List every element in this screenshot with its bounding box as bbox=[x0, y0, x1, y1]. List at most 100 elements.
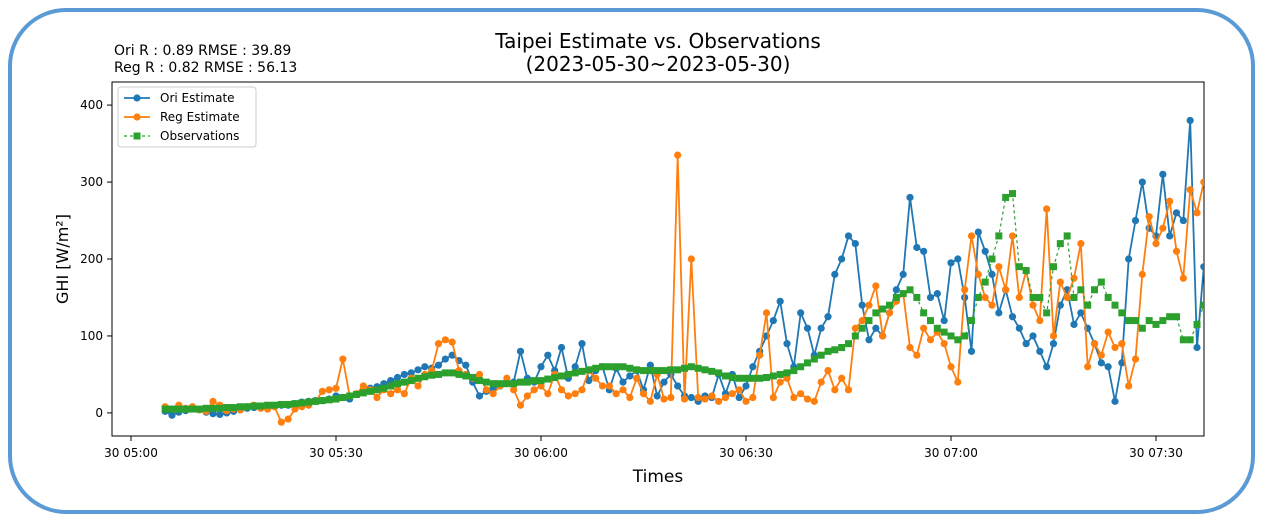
data-point bbox=[578, 386, 586, 394]
data-point bbox=[544, 390, 552, 398]
data-point bbox=[674, 366, 682, 374]
data-point bbox=[209, 410, 217, 418]
data-point bbox=[981, 293, 989, 302]
data-point bbox=[393, 373, 402, 382]
data-point bbox=[1056, 278, 1064, 286]
data-point bbox=[448, 351, 456, 359]
data-point bbox=[1063, 232, 1071, 240]
data-point bbox=[762, 309, 771, 317]
data-point bbox=[476, 377, 483, 385]
data-point bbox=[1090, 340, 1099, 348]
data-point bbox=[653, 367, 661, 375]
data-point bbox=[209, 397, 217, 405]
legend-label: Reg Estimate bbox=[160, 110, 240, 124]
data-point bbox=[694, 364, 702, 372]
data-point bbox=[291, 405, 299, 413]
data-point bbox=[537, 382, 545, 390]
data-point bbox=[1172, 209, 1181, 217]
data-point bbox=[1255, 256, 1262, 263]
data-point bbox=[1255, 344, 1262, 351]
data-point bbox=[742, 382, 750, 390]
data-point bbox=[257, 402, 265, 410]
data-point bbox=[482, 386, 490, 394]
data-point bbox=[1036, 316, 1044, 325]
data-point bbox=[1043, 309, 1051, 317]
data-point bbox=[769, 372, 777, 380]
data-point bbox=[530, 377, 538, 385]
data-point bbox=[1015, 263, 1023, 271]
data-point bbox=[277, 418, 285, 426]
reg-stats-label: Reg R : 0.82 RMSE : 56.13 bbox=[114, 60, 298, 76]
data-point bbox=[974, 228, 982, 236]
data-point bbox=[387, 376, 395, 385]
ori-stats-label: Ori R : 0.89 RMSE : 39.89 bbox=[114, 43, 292, 59]
data-point bbox=[475, 392, 484, 400]
data-point bbox=[571, 390, 579, 398]
data-point bbox=[318, 387, 326, 395]
data-point bbox=[633, 374, 641, 382]
data-point bbox=[1138, 178, 1146, 186]
data-point bbox=[974, 270, 982, 278]
data-point bbox=[906, 193, 914, 202]
data-point bbox=[845, 340, 852, 348]
data-point bbox=[756, 374, 764, 382]
data-point bbox=[1029, 293, 1037, 301]
data-point bbox=[947, 332, 955, 340]
data-point bbox=[940, 316, 948, 325]
data-point bbox=[516, 347, 525, 355]
data-point bbox=[510, 386, 518, 394]
data-point bbox=[393, 386, 402, 394]
data-point bbox=[510, 380, 518, 388]
data-point bbox=[516, 401, 525, 409]
data-point bbox=[414, 382, 422, 390]
data-point bbox=[605, 363, 613, 371]
data-point bbox=[974, 293, 982, 301]
data-point bbox=[1221, 275, 1228, 282]
data-point bbox=[742, 374, 750, 382]
data-point bbox=[1145, 213, 1153, 221]
data-point bbox=[927, 317, 934, 325]
data-point bbox=[462, 361, 470, 369]
data-point bbox=[831, 270, 839, 278]
data-point bbox=[681, 364, 688, 372]
data-point bbox=[749, 374, 757, 382]
data-point bbox=[1200, 263, 1204, 271]
data-point bbox=[995, 263, 1003, 271]
data-point bbox=[400, 378, 408, 386]
data-point bbox=[523, 378, 531, 386]
data-point bbox=[564, 392, 572, 400]
data-point bbox=[783, 340, 791, 348]
data-point bbox=[598, 382, 607, 390]
data-point bbox=[995, 309, 1003, 317]
data-point bbox=[790, 367, 798, 375]
data-point bbox=[325, 386, 333, 394]
data-point bbox=[626, 364, 634, 372]
data-point bbox=[202, 404, 210, 412]
data-point bbox=[1234, 225, 1241, 232]
data-point bbox=[667, 366, 675, 374]
data-point bbox=[783, 374, 791, 382]
data-point bbox=[544, 375, 552, 383]
data-point bbox=[448, 338, 456, 346]
data-point bbox=[585, 376, 593, 385]
data-point bbox=[913, 351, 921, 359]
y-tick-label: 300 bbox=[80, 175, 103, 189]
chart-title: Taipei Estimate vs. Observations bbox=[495, 29, 821, 53]
y-tick-label: 100 bbox=[80, 329, 103, 343]
data-point bbox=[353, 390, 360, 398]
data-point bbox=[619, 378, 627, 386]
data-point bbox=[803, 395, 812, 403]
data-point bbox=[865, 336, 873, 344]
data-point bbox=[1262, 232, 1267, 239]
data-point bbox=[981, 247, 989, 255]
data-point bbox=[838, 374, 846, 382]
data-point bbox=[783, 369, 791, 377]
data-point bbox=[701, 395, 709, 403]
data-point bbox=[619, 363, 627, 371]
data-point bbox=[1009, 190, 1016, 198]
data-point bbox=[558, 372, 565, 380]
data-point bbox=[209, 404, 217, 412]
series-observations bbox=[161, 190, 1267, 413]
legend-label: Ori Estimate bbox=[160, 91, 235, 105]
data-point bbox=[1131, 355, 1140, 363]
